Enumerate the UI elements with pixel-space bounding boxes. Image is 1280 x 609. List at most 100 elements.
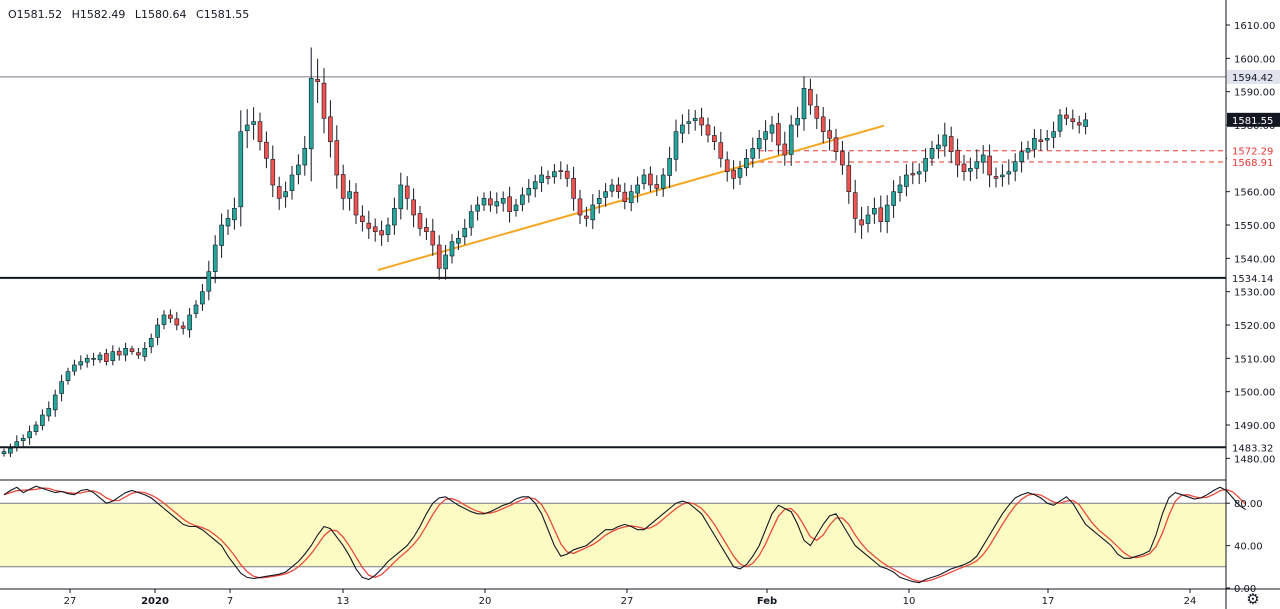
candle-body — [1, 451, 7, 454]
candle-body — [347, 191, 352, 199]
candle-body — [532, 181, 538, 190]
candle-body — [238, 131, 244, 208]
candle-body — [1000, 174, 1005, 178]
candle-body — [1012, 161, 1018, 172]
level-tag: 1572.29 — [1232, 147, 1273, 158]
candle-body — [788, 124, 794, 155]
candle-body — [494, 201, 500, 207]
candle-body — [78, 361, 84, 366]
price-axis-label: 1610.00 — [1234, 21, 1275, 32]
candle-body — [660, 174, 666, 189]
level-tag: 1594.42 — [1232, 73, 1273, 84]
candle-body — [328, 116, 333, 142]
candle-body — [392, 208, 397, 226]
candle-body — [430, 230, 436, 246]
candle-body — [315, 79, 320, 82]
candle-body — [481, 198, 487, 206]
candle-body — [507, 196, 512, 212]
candle-body — [513, 204, 519, 211]
candle-body — [801, 88, 807, 120]
candle-body — [641, 174, 647, 184]
candle-body — [596, 198, 602, 204]
candle-body — [65, 371, 71, 381]
candle-body — [948, 136, 954, 152]
candle-body — [52, 394, 58, 411]
candle-body — [955, 149, 960, 166]
candle-body — [635, 184, 640, 194]
candle-body — [398, 184, 404, 210]
candle-body — [609, 184, 615, 192]
time-axis-label: 17 — [1042, 596, 1055, 607]
candle-body — [251, 121, 256, 125]
candle-body — [468, 211, 474, 228]
candle-body — [782, 143, 788, 156]
level-tag: 1568.91 — [1232, 158, 1273, 169]
candle-body — [244, 124, 250, 131]
time-axis-label: 7 — [227, 596, 233, 607]
candle-body — [289, 174, 295, 191]
candle-body — [558, 170, 564, 172]
candle-body — [974, 161, 980, 169]
candle-body — [705, 124, 711, 136]
time-axis-label: 27 — [64, 596, 77, 607]
candle-body — [763, 131, 768, 140]
candle-body — [961, 163, 967, 172]
candle-body — [424, 227, 429, 232]
price-axis-label: 1530.00 — [1234, 288, 1275, 299]
candle-body — [1064, 114, 1069, 119]
last-price-tag-bg — [1227, 112, 1280, 127]
candle-body — [340, 174, 346, 199]
candle-body — [724, 159, 730, 172]
gear-icon[interactable]: ⚙ — [1246, 590, 1260, 608]
stochastic-axis-label: 80.00 — [1234, 499, 1263, 510]
candle-body — [571, 178, 576, 199]
stochastic-band — [0, 503, 1226, 567]
candle-body — [744, 158, 749, 169]
candle-body — [14, 441, 20, 448]
time-axis-label: 24 — [1184, 596, 1197, 607]
candle-body — [820, 116, 826, 132]
candle-body — [372, 226, 378, 232]
candle-body — [1044, 138, 1050, 141]
candle-body — [699, 117, 704, 126]
candle-body — [84, 358, 90, 363]
price-axis-label: 1510.00 — [1234, 354, 1275, 365]
candle-body — [859, 219, 864, 226]
candle-body — [827, 130, 832, 139]
candle-body — [865, 214, 871, 224]
candle-body — [980, 154, 986, 163]
candle-body — [257, 121, 263, 142]
candle-body — [219, 224, 224, 246]
candle-body — [1083, 119, 1088, 127]
candle-body — [129, 348, 135, 352]
candle-body — [584, 215, 589, 219]
candle-body — [628, 191, 634, 203]
candle-body — [334, 140, 340, 176]
price-axis-label: 1590.00 — [1234, 88, 1275, 99]
candle-body — [225, 218, 231, 227]
candle-body — [1006, 171, 1012, 175]
candle-body — [1019, 151, 1024, 162]
candle-body — [20, 438, 26, 441]
candle-body — [545, 176, 551, 179]
candle-body — [168, 314, 173, 319]
candle-body — [731, 169, 736, 179]
price-axis-label: 1560.00 — [1234, 188, 1275, 199]
candle-body — [910, 173, 916, 176]
candle-body — [72, 364, 77, 372]
candle-body — [449, 241, 455, 257]
candle-body — [276, 186, 282, 199]
candle-body — [379, 230, 384, 236]
level-tag-bg — [1227, 270, 1280, 285]
candle-body — [622, 191, 628, 202]
candle-body — [648, 173, 653, 186]
candle-body — [116, 350, 122, 356]
price-axis-label: 1600.00 — [1234, 54, 1275, 65]
candle-body — [40, 414, 45, 426]
candle-body — [475, 204, 480, 212]
candle-body — [142, 348, 148, 357]
candle-body — [526, 188, 532, 196]
ohlc-open: O1581.52 — [8, 8, 63, 21]
price-axis-label: 1490.00 — [1234, 421, 1275, 432]
